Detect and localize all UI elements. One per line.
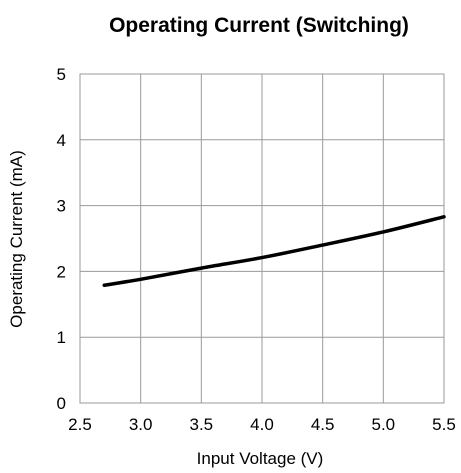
y-tick-label: 3 [57,197,66,216]
y-tick-label: 1 [57,328,66,347]
y-tick-label: 0 [57,394,66,413]
x-tick-label: 2.5 [68,415,92,434]
series-line [102,215,446,287]
x-tick-label: 3.0 [129,415,153,434]
x-axis-label: Input Voltage (V) [197,449,324,468]
x-tick-label: 5.0 [372,415,396,434]
x-tick-label: 3.5 [190,415,214,434]
y-axis-label: Operating Current (mA) [7,150,26,328]
y-tick-label: 2 [57,262,66,281]
x-tick-label: 4.5 [311,415,335,434]
chart-title: Operating Current (Switching) [109,14,409,37]
series-group [102,215,446,287]
grid [79,73,445,404]
y-tick-label: 5 [57,65,66,84]
x-axis-ticks: 2.5 3.0 3.5 4.0 4.5 5.0 5.5 [68,415,456,434]
y-axis-ticks: 0 1 2 3 4 5 [57,65,66,413]
y-tick-label: 4 [57,131,66,150]
x-tick-label: 4.0 [250,415,274,434]
plot-frame [79,73,445,404]
x-tick-label: 5.5 [432,415,456,434]
